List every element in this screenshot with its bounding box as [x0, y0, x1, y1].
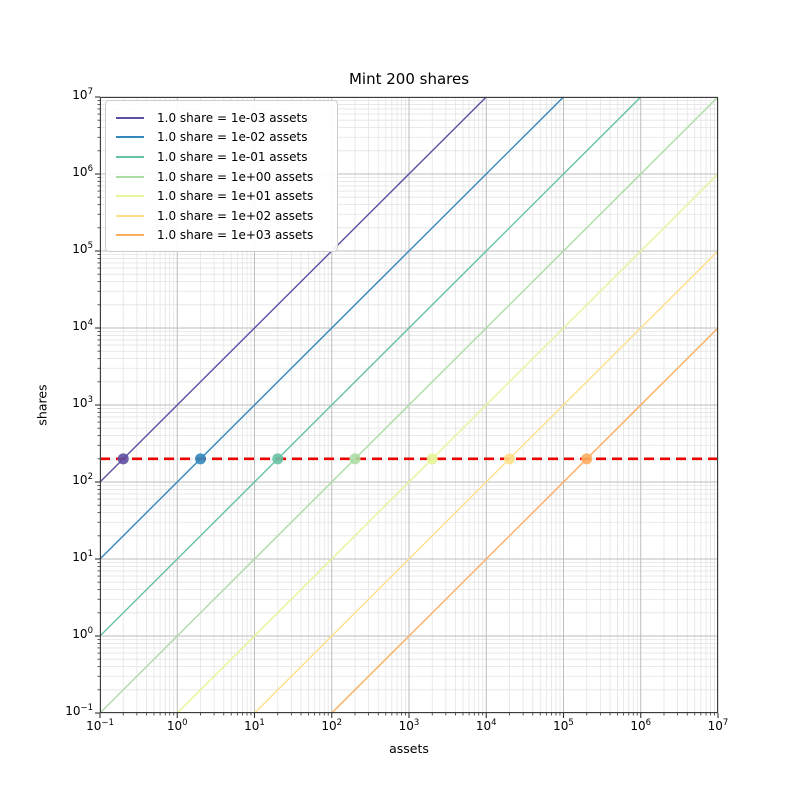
y-tick-label: 101 — [72, 549, 93, 564]
x-tick-label: 10−1 — [86, 718, 114, 733]
series-line — [331, 327, 719, 714]
legend-item: 1.0 share = 1e+01 assets — [116, 186, 327, 206]
x-axis-label: assets — [389, 741, 429, 756]
legend-item: 1.0 share = 1e+03 assets — [116, 226, 327, 246]
legend-line-swatch — [116, 195, 144, 198]
x-tick-label: 107 — [707, 718, 729, 733]
intersection-marker — [349, 453, 361, 465]
legend-label: 1.0 share = 1e+02 assets — [157, 208, 314, 223]
axes-spine — [100, 97, 718, 713]
intersection-marker — [195, 453, 206, 465]
intersection-marker — [272, 453, 284, 465]
legend-line-swatch — [116, 116, 144, 119]
series-line — [176, 173, 719, 714]
legend: 1.0 share = 1e-03 assets 1.0 share = 1e-0… — [105, 100, 338, 253]
y-tick-label: 104 — [72, 318, 93, 333]
legend-line-swatch — [116, 136, 144, 139]
legend-item: 1.0 share = 1e+00 assets — [116, 167, 327, 187]
legend-label: 1.0 share = 1e-01 assets — [157, 149, 308, 164]
legend-item: 1.0 share = 1e-01 assets — [116, 147, 327, 167]
y-tick-label: 102 — [72, 472, 93, 487]
x-tick-label: 102 — [321, 718, 343, 733]
legend-line-swatch — [116, 175, 144, 178]
legend-label: 1.0 share = 1e+03 assets — [157, 228, 314, 243]
x-tick-label: 104 — [475, 718, 497, 733]
chart-title: Mint 200 shares — [348, 70, 470, 88]
intersection-marker — [426, 453, 438, 465]
series-line — [254, 250, 719, 714]
legend-line-swatch — [116, 155, 144, 158]
legend-item: 1.0 share = 1e-03 assets — [116, 108, 327, 128]
legend-line-swatch — [116, 214, 144, 217]
y-tick-label: 10−1 — [65, 703, 93, 718]
x-tick-label: 103 — [398, 718, 420, 733]
legend-label: 1.0 share = 1e+00 assets — [157, 169, 314, 184]
series-line — [99, 96, 719, 714]
intersection-marker — [117, 453, 129, 465]
x-tick-label: 101 — [244, 718, 265, 733]
legend-line-swatch — [116, 234, 144, 237]
legend-label: 1.0 share = 1e-02 assets — [157, 130, 308, 145]
y-tick-label: 105 — [72, 241, 93, 256]
series-line — [99, 96, 642, 637]
x-tick-label: 100 — [166, 718, 188, 733]
series-line — [99, 96, 487, 483]
y-tick-label: 100 — [72, 626, 93, 641]
y-tick-label: 106 — [72, 164, 93, 179]
legend-label: 1.0 share = 1e-03 assets — [157, 110, 308, 125]
series-line — [99, 96, 564, 560]
legend-item: 1.0 share = 1e+02 assets — [116, 206, 327, 226]
x-tick-label: 106 — [630, 718, 652, 733]
intersection-marker — [504, 453, 515, 465]
y-tick-label: 103 — [72, 395, 93, 410]
legend-label: 1.0 share = 1e+01 assets — [157, 189, 314, 204]
legend-item: 1.0 share = 1e-02 assets — [116, 128, 327, 148]
y-tick-label: 107 — [72, 87, 93, 102]
x-tick-label: 105 — [553, 718, 574, 733]
y-axis-label: shares — [34, 384, 50, 426]
intersection-marker — [581, 453, 593, 465]
